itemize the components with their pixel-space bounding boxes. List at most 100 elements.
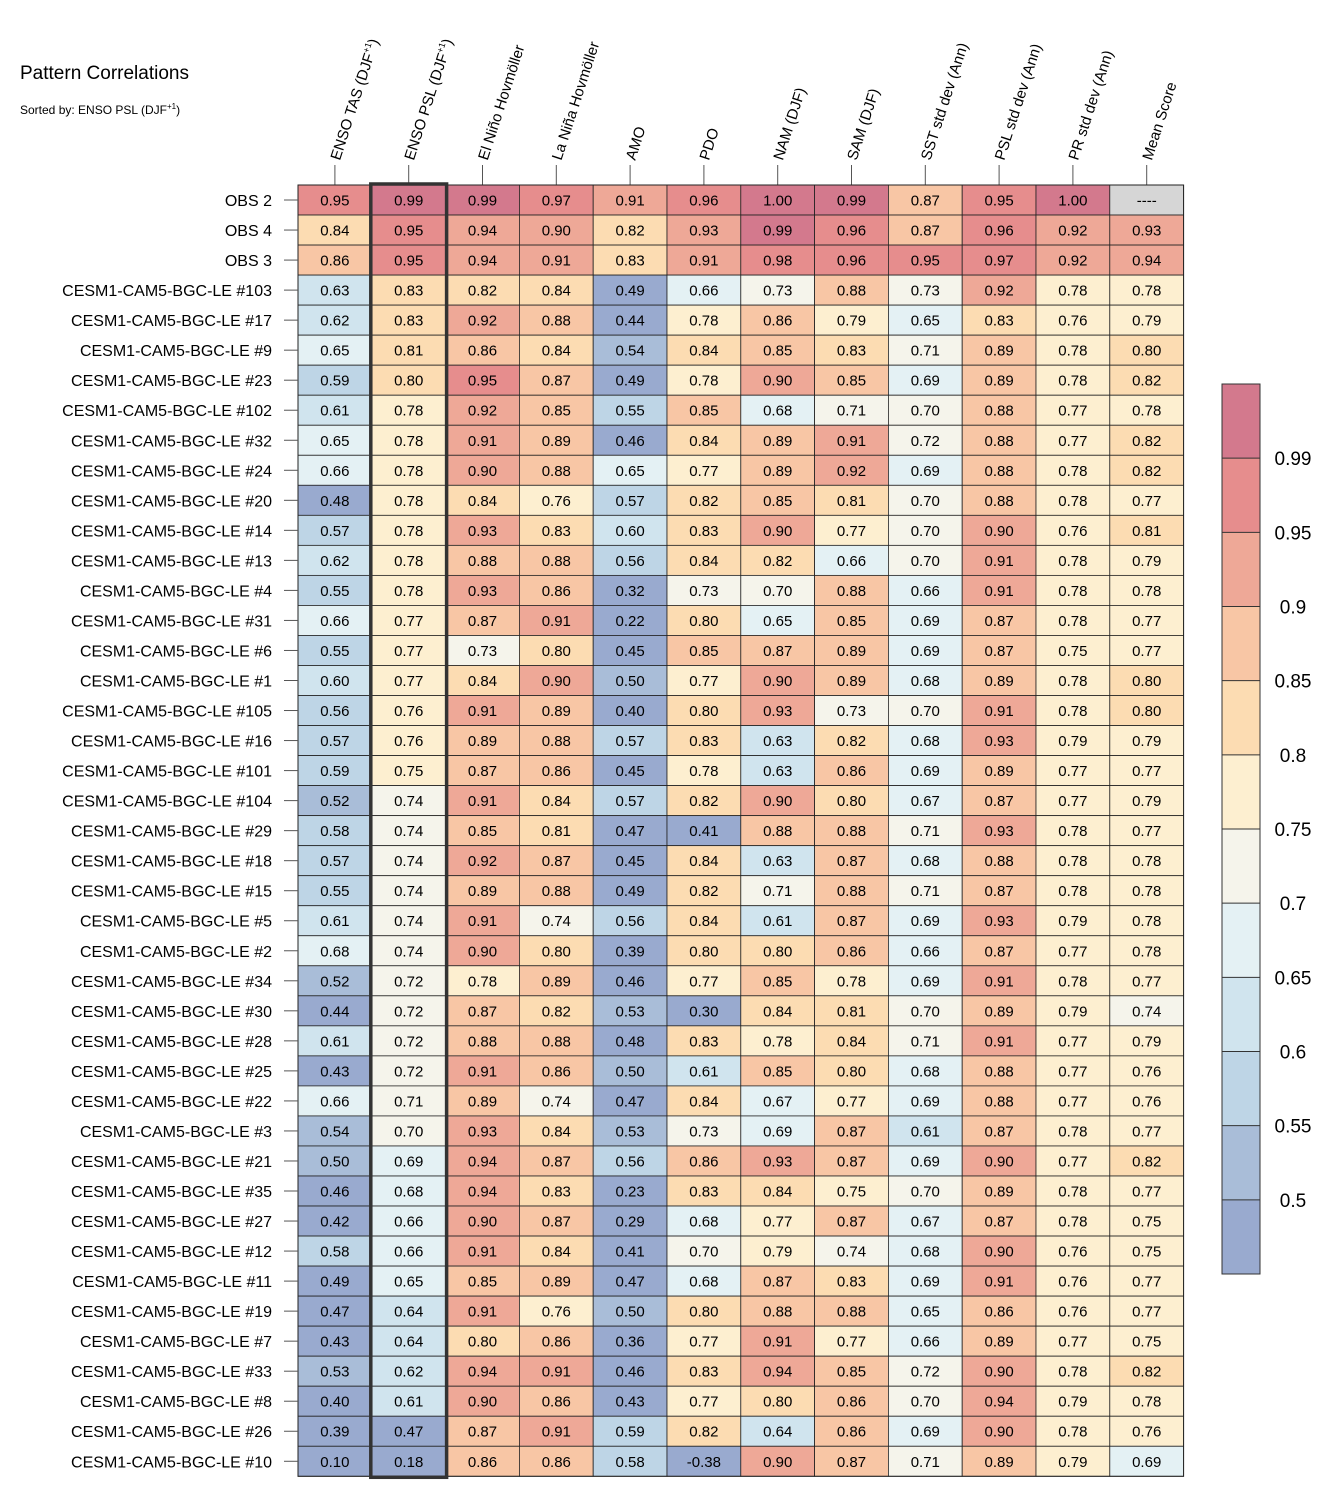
heatmap-cell [814, 815, 889, 847]
cell-value: 0.86 [542, 1454, 571, 1471]
heatmap-cell [1109, 1295, 1185, 1327]
heatmap-cell [519, 454, 594, 486]
heatmap-cell [371, 845, 446, 877]
cell-value: 0.55 [615, 403, 644, 420]
heatmap-cell [666, 1265, 742, 1297]
heatmap-cell [592, 1265, 668, 1297]
row-label: CESM1-CAM5-BGC-LE #26 [71, 1424, 272, 1441]
row-label: CESM1-CAM5-BGC-LE #21 [71, 1154, 272, 1171]
cell-value: 0.72 [394, 1003, 423, 1020]
cell-value: 0.67 [763, 1093, 792, 1110]
cell-value: 0.76 [394, 703, 423, 720]
cell-value: 0.69 [763, 1123, 792, 1140]
cell-value: 0.71 [911, 343, 940, 360]
cell-value: 0.86 [468, 343, 497, 360]
cell-value: 0.84 [763, 1003, 792, 1020]
cell-value: 0.77 [1132, 1274, 1161, 1291]
heatmap-cell [961, 1445, 1037, 1477]
row-label: CESM1-CAM5-BGC-LE #6 [80, 643, 272, 660]
heatmap-cell [592, 334, 668, 366]
cell-value: 0.80 [689, 943, 718, 960]
column-header-label: NAM (DJF) [770, 86, 809, 163]
cell-value: 0.55 [320, 883, 349, 900]
cell-value: 0.78 [1132, 283, 1161, 300]
heatmap-cell [666, 905, 742, 937]
cell-value: 0.68 [911, 1063, 940, 1080]
cell-value: 0.70 [911, 493, 940, 510]
colorbar-segment [1222, 977, 1260, 1052]
cell-value: 0.30 [689, 1003, 718, 1020]
heatmap-cell [1109, 635, 1185, 666]
heatmap-cell [519, 785, 594, 817]
cell-value: 0.66 [320, 613, 349, 630]
heatmap-cell [1109, 1175, 1185, 1207]
cell-value: 0.55 [320, 643, 349, 660]
heatmap-cell [888, 815, 963, 847]
heatmap-cell [1109, 1325, 1185, 1357]
heatmap-cell [1109, 905, 1185, 937]
cell-value: 0.85 [468, 823, 497, 840]
cell-value: 0.85 [763, 343, 792, 360]
heatmap-cell [519, 965, 594, 997]
colorbar-segment [1222, 1125, 1260, 1200]
cell-value: 0.76 [1132, 1093, 1161, 1110]
row-label: OBS 2 [225, 193, 272, 210]
cell-value: 0.77 [1132, 823, 1161, 840]
heatmap-cell [888, 1295, 963, 1327]
cell-value: 0.87 [542, 1214, 571, 1231]
heatmap-cell [666, 725, 742, 756]
cell-value: 0.83 [542, 1184, 571, 1201]
cell-value: 0.87 [911, 193, 940, 210]
heatmap-cell [592, 1325, 668, 1357]
heatmap-cell [961, 725, 1037, 756]
column-header-label: PDO [697, 126, 723, 162]
row-label: CESM1-CAM5-BGC-LE #32 [71, 433, 272, 450]
cell-value: 0.90 [984, 1364, 1013, 1381]
cell-value: 0.81 [837, 1003, 866, 1020]
column-header-label: El Niño Hovmöller [475, 43, 528, 162]
cell-value: 0.89 [984, 1334, 1013, 1351]
cell-value: 0.74 [837, 1244, 866, 1261]
cell-value: 0.46 [615, 433, 644, 450]
cell-value: 0.99 [394, 193, 423, 210]
cell-value: 0.91 [984, 703, 1013, 720]
cell-value: 0.78 [1058, 583, 1087, 600]
heatmap-cell [519, 665, 594, 696]
cell-value: 0.80 [837, 1063, 866, 1080]
cell-value: 0.91 [763, 1334, 792, 1351]
cell-value: 0.87 [984, 793, 1013, 810]
heatmap-cell [740, 514, 815, 546]
cell-value: 0.91 [468, 1304, 497, 1321]
heatmap-cell [961, 965, 1037, 997]
heatmap-cell [888, 214, 963, 246]
heatmap-cell [888, 514, 963, 546]
cell-value: 0.80 [542, 643, 571, 660]
heatmap-cell [888, 695, 963, 726]
cell-value: 0.77 [394, 673, 423, 690]
heatmap-cell [371, 1295, 446, 1327]
heatmap-cell [371, 394, 446, 426]
row-label: CESM1-CAM5-BGC-LE #18 [71, 854, 272, 871]
cell-value: 0.75 [1058, 643, 1087, 660]
cell-value: 0.45 [615, 643, 644, 660]
cell-value: 0.70 [911, 703, 940, 720]
cell-value: 0.78 [689, 763, 718, 780]
cell-value: 0.83 [984, 313, 1013, 330]
heatmap-cell [1035, 755, 1111, 787]
cell-value: 0.94 [468, 1153, 497, 1170]
cell-value: 0.90 [763, 793, 792, 810]
heatmap-cell [1109, 544, 1185, 576]
cell-value: 0.94 [984, 1394, 1013, 1411]
cell-value: 0.87 [837, 1454, 866, 1471]
colorbar-label: 0.95 [1275, 523, 1312, 544]
heatmap-cell [1109, 304, 1185, 336]
cell-value: 0.80 [468, 1334, 497, 1351]
cell-value: 0.78 [1058, 613, 1087, 630]
subtitle-prefix: Sorted by: ENSO PSL (DJF [20, 103, 167, 117]
cell-value: 0.57 [615, 493, 644, 510]
cell-value: 0.85 [837, 373, 866, 390]
cell-value: 0.93 [689, 223, 718, 240]
cell-value: 0.48 [615, 1033, 644, 1050]
cell-value: 0.63 [763, 853, 792, 870]
cell-value: 0.56 [615, 1153, 644, 1170]
